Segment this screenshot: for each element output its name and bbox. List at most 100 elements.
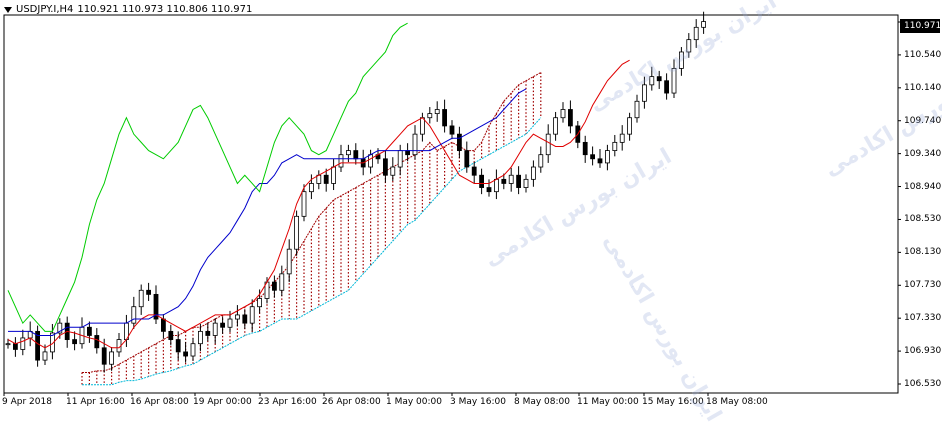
chikou-span-line (7, 22, 408, 332)
candle-body (205, 330, 211, 336)
price-tick-label: 108.130 (904, 247, 942, 258)
candle-body (42, 351, 48, 361)
price-tick-label: 108.940 (904, 181, 942, 192)
candle-body (257, 298, 263, 308)
candle-body (449, 125, 455, 135)
candle-body (627, 117, 632, 135)
candle-body (331, 166, 337, 184)
candle-body (427, 113, 433, 119)
price-tick-label: 110.140 (904, 82, 942, 93)
time-tick-label: 16 Apr 08:00 (130, 397, 189, 407)
candle-body (94, 335, 100, 349)
candle-body (493, 178, 499, 193)
ohlc-values: 110.921 110.973 110.806 110.971 (77, 4, 253, 15)
candle-body (679, 51, 684, 69)
candle-body (701, 21, 706, 28)
candle-body (220, 322, 226, 328)
candle-body (308, 183, 314, 193)
candle-body (183, 351, 189, 357)
candle-body (131, 306, 137, 324)
candle-body (531, 166, 536, 180)
time-tick-label: 26 Apr 08:00 (322, 397, 381, 407)
price-tick-label: 108.530 (904, 214, 942, 225)
candle-body (471, 166, 477, 176)
candle-body (582, 141, 588, 156)
candle-body (12, 343, 18, 350)
candle-body (101, 347, 107, 365)
candle-body (479, 174, 485, 188)
candle-body (249, 306, 255, 324)
candle-body (642, 84, 647, 102)
candle-body (649, 76, 655, 86)
candle-body (442, 109, 448, 127)
candle-body (560, 109, 566, 119)
tenkan-sen-line (7, 59, 630, 349)
candle-body (5, 343, 11, 346)
current-price-badge: 110.971 (900, 19, 941, 33)
candle-body (508, 174, 514, 184)
candle-body (382, 158, 388, 176)
candle-body (590, 154, 595, 160)
candle-body (175, 339, 181, 353)
time-tick-label: 8 May 08:00 (514, 397, 570, 407)
candle-body (368, 154, 374, 168)
time-tick-label: 23 Apr 16:00 (258, 397, 317, 407)
candle-body (671, 68, 677, 94)
candle-body (523, 178, 529, 188)
senkou-span-a-line (82, 72, 542, 373)
time-tick-label: 9 Apr 2018 (2, 397, 52, 407)
time-tick-label: 19 Apr 00:00 (193, 397, 252, 407)
candle-body (501, 178, 507, 184)
candle-body (434, 109, 440, 115)
candle-body (412, 133, 418, 156)
price-tick-label: 110.540 (904, 49, 942, 60)
candle-body (538, 154, 544, 168)
candle-body (109, 351, 114, 365)
price-tick-label: 109.740 (904, 115, 942, 126)
candle-body (153, 293, 159, 320)
candle-body (619, 133, 625, 143)
price-tick-label: 107.330 (904, 313, 942, 324)
candle-body (486, 187, 492, 193)
candle-body (190, 343, 196, 357)
candle-body (419, 117, 425, 135)
plot-frame (3, 14, 899, 394)
time-tick-label: 18 May 08:00 (706, 397, 768, 407)
kijun-sen-line (8, 88, 527, 336)
candle-body (57, 322, 63, 334)
time-tick-label: 11 Apr 16:00 (66, 397, 125, 407)
candle-body (553, 117, 558, 135)
candle-body (271, 281, 277, 291)
candle-body (605, 150, 610, 164)
candle-body (72, 339, 77, 345)
candle-body (35, 330, 40, 361)
candle-body (160, 318, 166, 332)
candle-body (656, 76, 662, 82)
chart-canvas[interactable] (0, 0, 942, 414)
candle-body (227, 318, 233, 328)
candle-body (397, 150, 403, 168)
candle-body (545, 133, 551, 156)
candle-body (353, 150, 359, 160)
candle-body (242, 314, 248, 324)
senkou-span-b-line (82, 117, 542, 386)
candle-body (50, 332, 55, 353)
time-tick-label: 3 May 16:00 (450, 397, 506, 407)
candle-body (686, 39, 692, 53)
candle-body (456, 133, 462, 151)
dropdown-triangle-icon[interactable] (4, 6, 12, 13)
candle-body (568, 109, 573, 127)
candle-body (464, 150, 470, 168)
time-tick-label: 15 May 16:00 (642, 397, 704, 407)
candle-body (301, 191, 307, 217)
chart-header: USDJPY.I,H4 110.921 110.973 110.806 110.… (4, 4, 252, 15)
candle-body (323, 174, 329, 184)
candle-body (597, 158, 603, 164)
candle-body (693, 26, 699, 41)
candle-body (664, 80, 669, 94)
candle-body (87, 326, 92, 336)
candle-body (168, 330, 174, 340)
candle-body (405, 150, 411, 156)
candle-body (20, 337, 26, 350)
